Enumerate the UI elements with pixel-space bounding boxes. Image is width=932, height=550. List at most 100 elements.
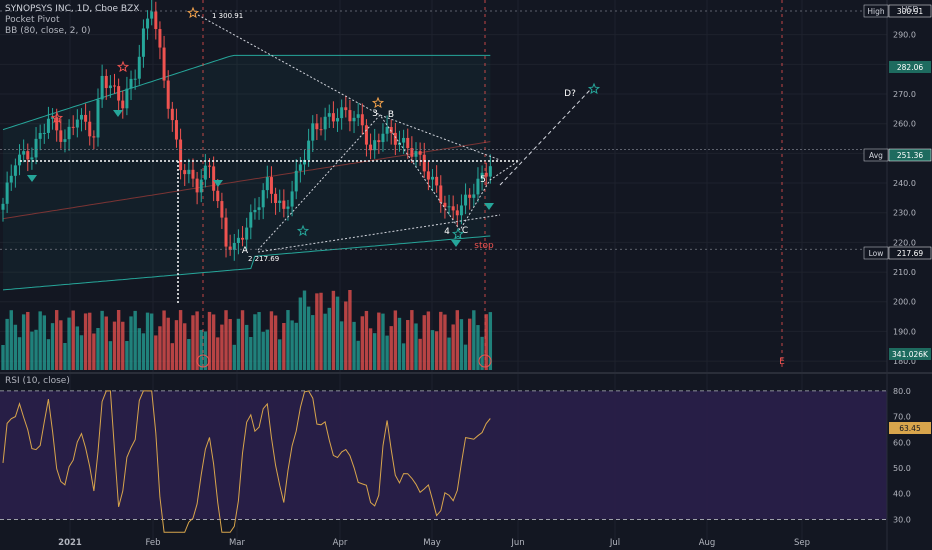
candle-body: [426, 171, 430, 180]
volume-bar: [9, 310, 13, 370]
x-tick-label: Mar: [229, 538, 246, 548]
volume-bar: [83, 313, 88, 370]
volume-bar: [59, 320, 63, 370]
candle-body: [443, 202, 447, 207]
volume-bar: [174, 320, 179, 370]
volume-bar: [75, 326, 80, 370]
x-tick-label: Aug: [699, 538, 716, 548]
x-tick-label: Jun: [510, 538, 524, 548]
candle-body: [360, 114, 364, 126]
rsi-tick-label: 60.0: [893, 438, 911, 447]
candle-body: [439, 185, 443, 203]
volume-bar: [104, 316, 108, 370]
volume-bar: [430, 330, 435, 370]
candle-body: [236, 237, 240, 244]
candle-body: [59, 130, 63, 142]
volume-bar: [34, 329, 38, 370]
volume-bar: [137, 328, 141, 370]
candle-body: [174, 120, 178, 140]
candle-body: [199, 179, 203, 193]
candle-body: [224, 217, 228, 247]
volume-bar: [21, 314, 26, 370]
price-badge-value: 217.69: [897, 249, 923, 258]
x-tick-label: Apr: [333, 538, 348, 548]
candle-body: [1, 203, 5, 210]
candle-body: [228, 246, 232, 250]
volume-bar: [224, 310, 228, 370]
volume-bar: [162, 310, 166, 370]
candle-body: [257, 207, 261, 210]
volume-bar: [294, 322, 298, 370]
candle-body: [220, 201, 224, 218]
volume-bar: [447, 337, 451, 370]
candle-body: [5, 182, 9, 204]
volume-bar: [145, 312, 150, 370]
candle-body: [203, 165, 207, 180]
wave-label: 3: [372, 109, 378, 119]
candle-body: [241, 237, 245, 240]
candle-body: [340, 107, 344, 119]
volume-bar: [344, 301, 348, 370]
candle-body: [18, 154, 22, 166]
candle-body: [42, 132, 46, 134]
candle-body: [269, 177, 273, 194]
candle-body: [232, 243, 236, 250]
volume-bar: [240, 310, 245, 370]
candle-body: [344, 107, 348, 111]
wave-label: 4: [444, 227, 450, 237]
volume-bar: [195, 311, 199, 370]
candle-body: [30, 157, 34, 160]
volume-bar: [38, 311, 42, 370]
price-badge-value: 341.026K: [892, 350, 929, 359]
candle-body: [34, 138, 38, 158]
volume-bar: [484, 314, 488, 370]
volume-bar: [108, 341, 113, 370]
candle-body: [385, 127, 389, 134]
candle-body: [71, 126, 75, 128]
candle-body: [476, 178, 480, 195]
candle-body: [187, 169, 191, 175]
rsi-tick-label: 50.0: [893, 464, 911, 473]
volume-bars: [1, 290, 493, 370]
volume-bar: [63, 342, 67, 370]
candle-body: [129, 78, 133, 89]
candle-body: [472, 194, 476, 198]
volume-bar: [166, 317, 170, 370]
y-tick-label: 220.0: [893, 238, 916, 247]
candle-body: [137, 56, 141, 79]
volume-bar: [476, 325, 480, 370]
candle-body: [216, 190, 220, 202]
volume-bar: [220, 324, 224, 370]
candle-body: [455, 210, 459, 216]
y-tick-label: 190.0: [893, 327, 916, 336]
volume-bar: [17, 337, 22, 370]
candle-body: [480, 172, 484, 179]
y-tick-label: 180.0: [893, 357, 916, 366]
legend-title: SYNOPSYS INC, 1D, Cboe BZX: [5, 4, 140, 14]
volume-bar: [315, 293, 319, 370]
y-tick-label: 210.0: [893, 268, 916, 277]
candle-body: [146, 18, 150, 29]
volume-bar: [410, 310, 414, 370]
volume-bar: [232, 344, 236, 370]
volume-bar: [401, 343, 406, 370]
volume-bar: [211, 314, 216, 370]
price-tag-box: [863, 148, 889, 162]
candle-body: [253, 209, 257, 213]
candle-body: [406, 137, 410, 149]
candle-body: [369, 144, 373, 151]
y-tick-label: 240.0: [893, 179, 916, 188]
candle-body: [261, 190, 265, 208]
legend-bb: BB (80, close, 2, 0): [5, 26, 91, 36]
currency-label: USD: [901, 5, 918, 14]
candle-body: [195, 178, 199, 193]
volume-bar: [244, 324, 249, 370]
time-marker-circle: [478, 354, 492, 368]
volume-bar: [249, 337, 253, 370]
volume-bar: [434, 331, 439, 370]
volume-bar: [381, 313, 385, 370]
pivot-star-bottom: [587, 82, 601, 95]
candle-body: [183, 170, 187, 175]
